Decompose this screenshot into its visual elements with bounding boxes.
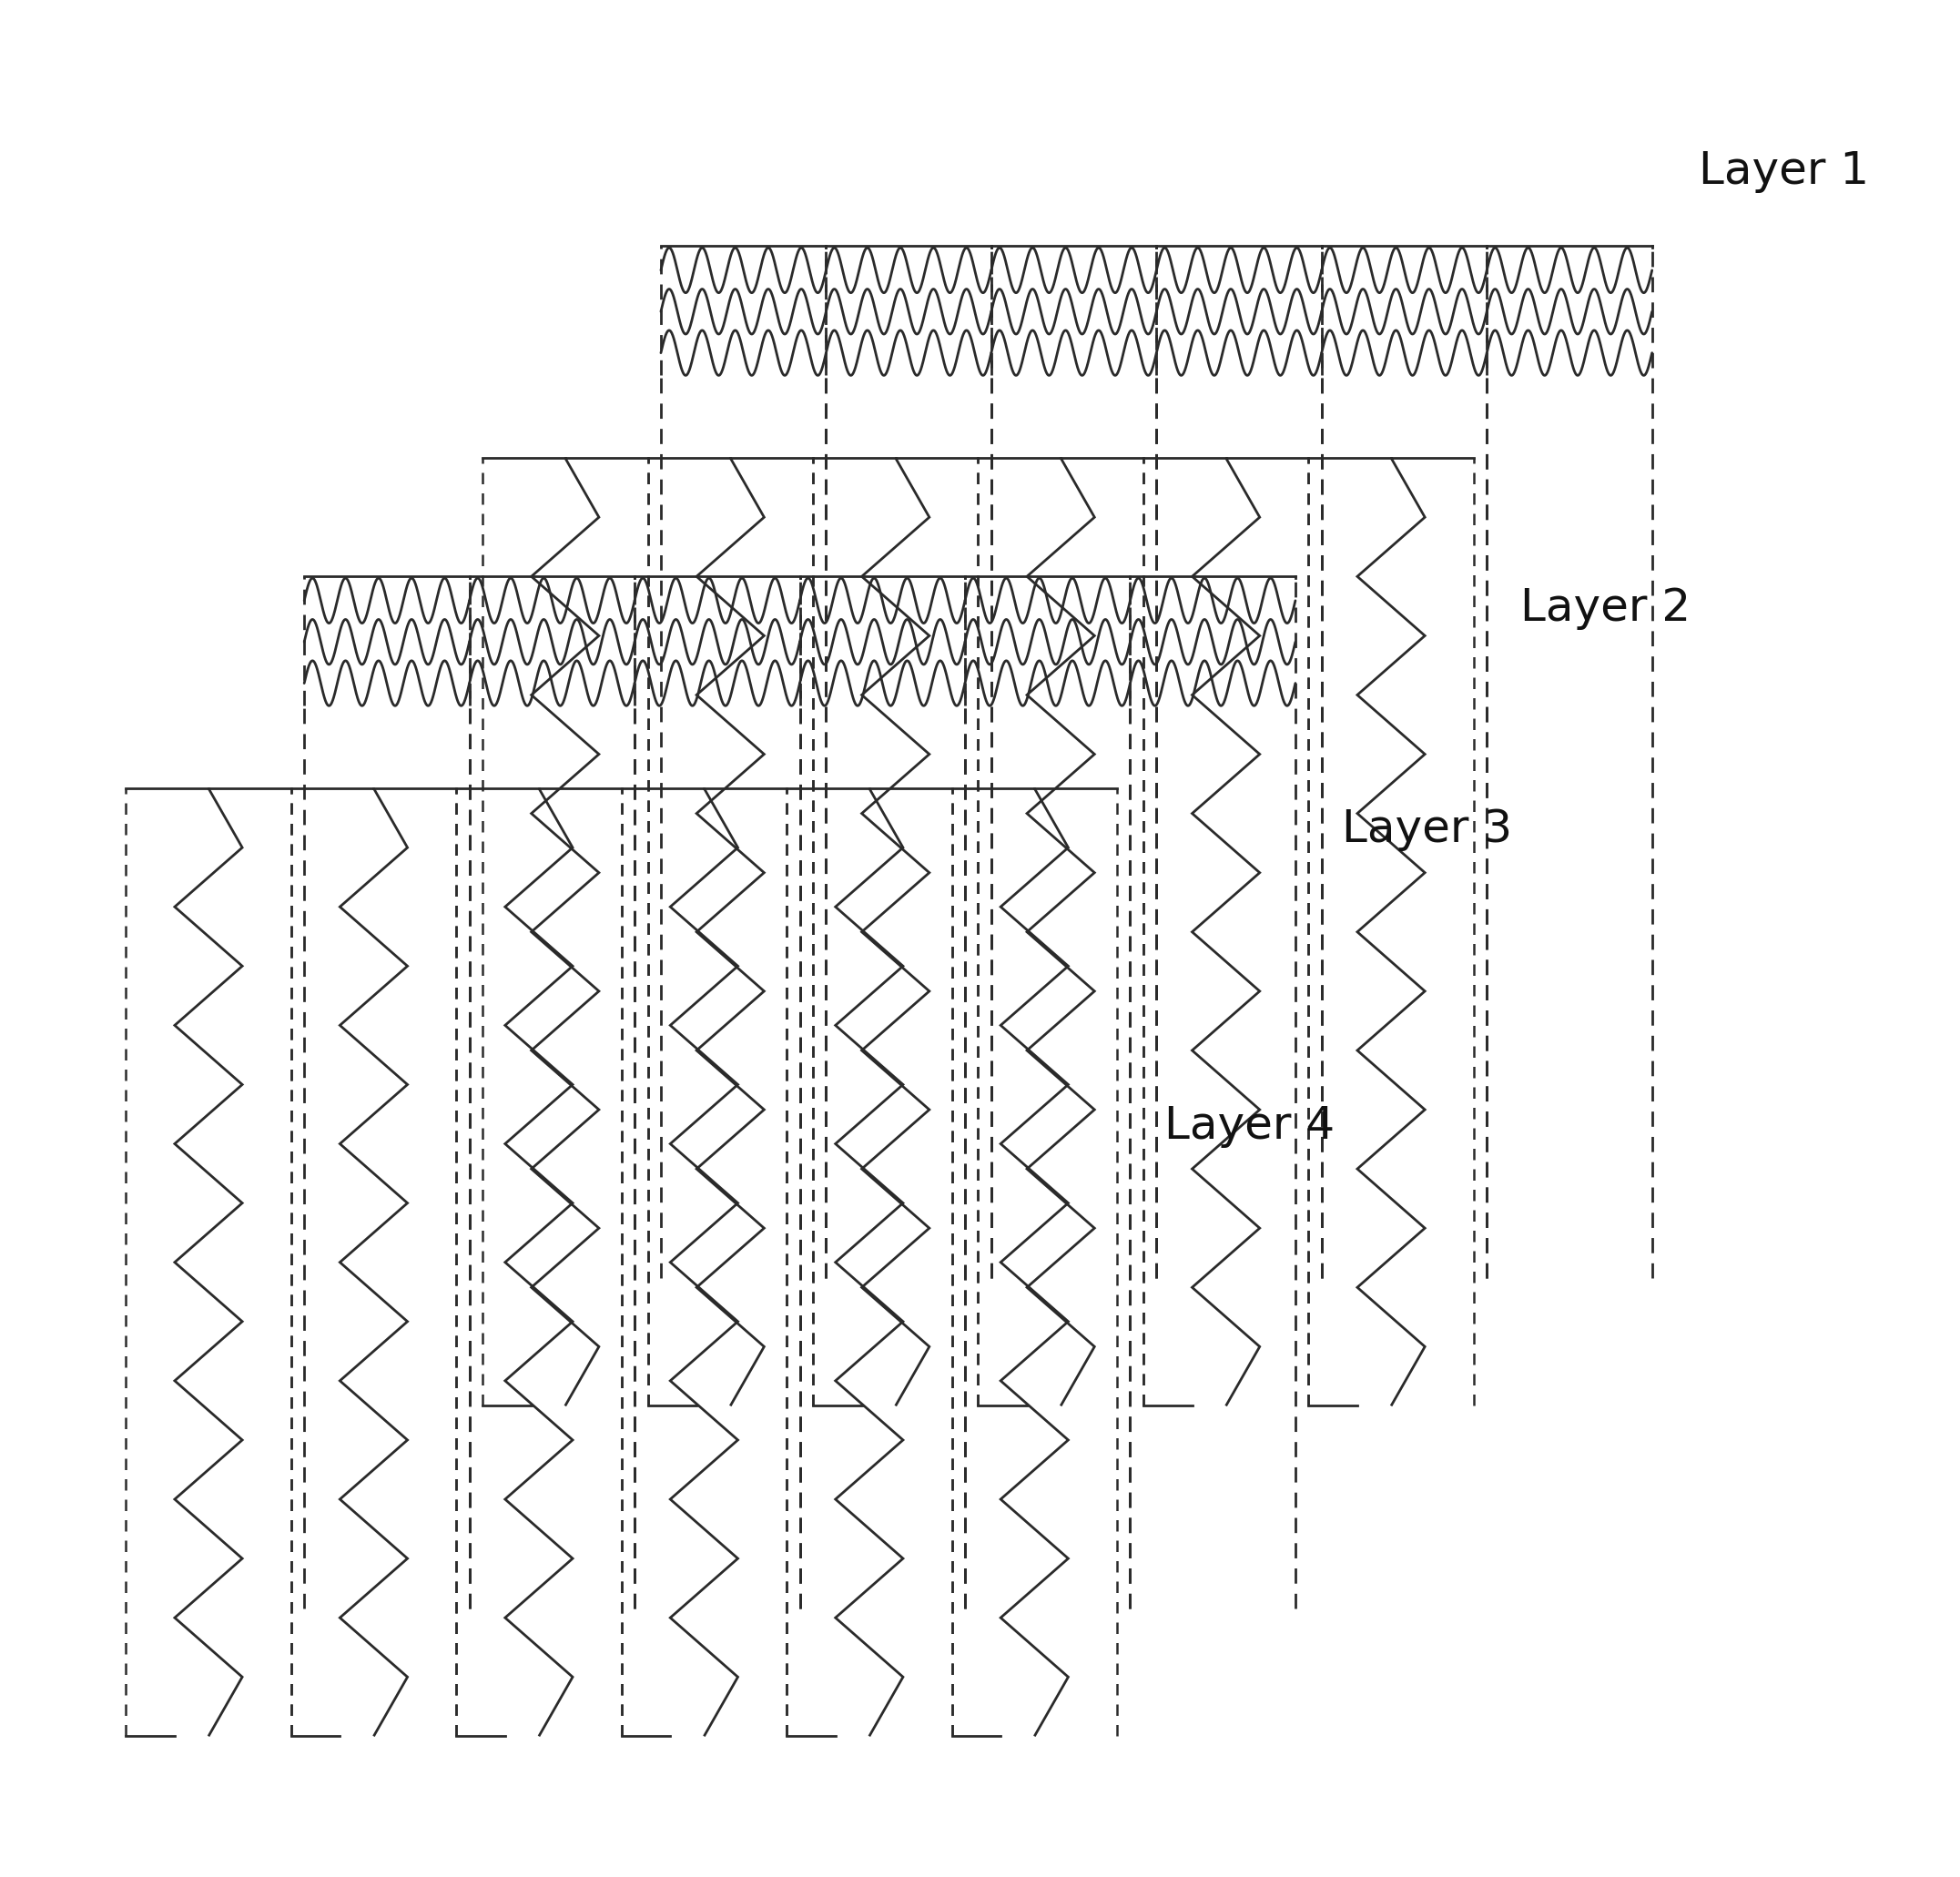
Text: Layer 1: Layer 1 (1699, 148, 1870, 193)
Text: Layer 4: Layer 4 (1164, 1104, 1335, 1149)
Text: Layer 3: Layer 3 (1343, 807, 1513, 852)
Text: Layer 2: Layer 2 (1521, 586, 1691, 631)
